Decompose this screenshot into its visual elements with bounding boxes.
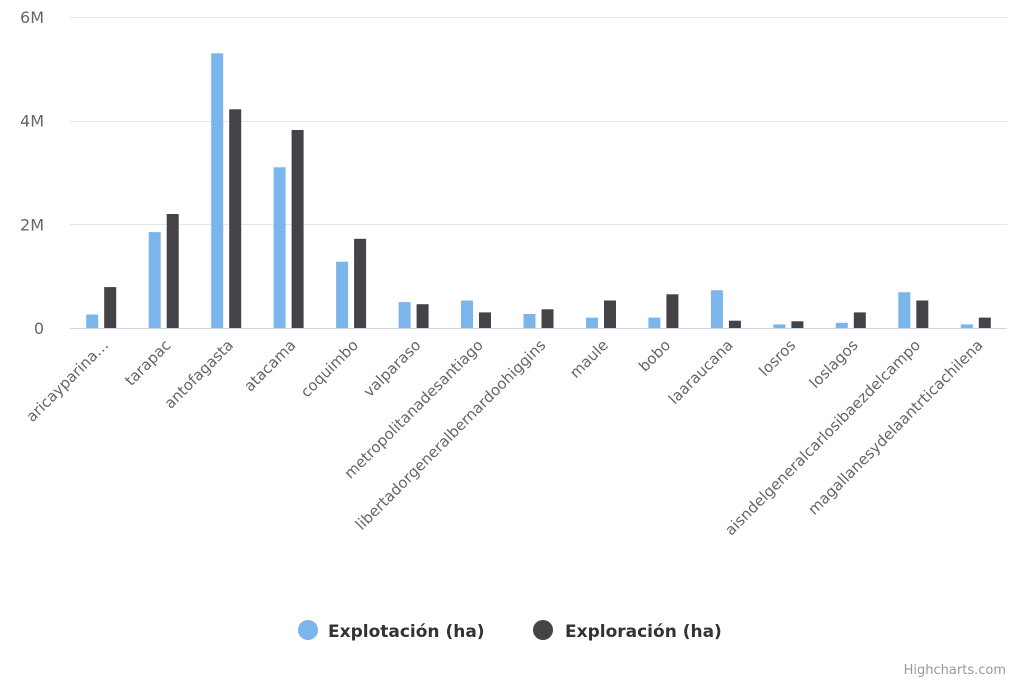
bar-exploracion-12[interactable] bbox=[853, 312, 866, 328]
bar-exploracion-0[interactable] bbox=[104, 287, 117, 328]
bar-exploracion-2[interactable] bbox=[229, 109, 242, 328]
bar-explotacion-6[interactable] bbox=[461, 300, 473, 329]
x-tick-label: valparaso bbox=[360, 336, 425, 401]
bar-exploracion-5[interactable] bbox=[416, 304, 429, 328]
bar-exploracion-8[interactable] bbox=[604, 300, 616, 329]
bar-exploracion-11[interactable] bbox=[791, 321, 804, 328]
credits-link[interactable]: Highcharts.com bbox=[904, 663, 1006, 678]
legend-label-1[interactable]: Exploración (ha) bbox=[565, 622, 722, 642]
bar-explotacion-4[interactable] bbox=[336, 261, 349, 328]
bar-exploracion-6[interactable] bbox=[479, 312, 491, 328]
x-tick-label: atacama bbox=[240, 336, 299, 395]
bar-exploracion-1[interactable] bbox=[166, 214, 179, 328]
bar-exploracion-4[interactable] bbox=[354, 238, 367, 328]
legend-marker-0[interactable] bbox=[298, 620, 318, 640]
x-tick-label: bobo bbox=[635, 336, 674, 375]
legend-label-0[interactable]: Explotación (ha) bbox=[328, 622, 485, 642]
bar-exploracion-14[interactable] bbox=[978, 317, 991, 328]
bar-explotacion-0[interactable] bbox=[86, 314, 99, 329]
bar-explotacion-9[interactable] bbox=[648, 317, 661, 328]
y-tick-label: 0 bbox=[34, 319, 44, 338]
grid-lines bbox=[70, 17, 1007, 225]
x-tick-label: coquimbo bbox=[297, 336, 362, 401]
bar-explotacion-10[interactable] bbox=[710, 290, 723, 328]
bar-explotacion-1[interactable] bbox=[148, 232, 161, 328]
legend-marker-1[interactable] bbox=[533, 620, 553, 640]
x-tick-label: aricayparina… bbox=[23, 336, 113, 426]
bar-explotacion-13[interactable] bbox=[898, 292, 911, 328]
x-tick-label: tarapac bbox=[121, 336, 174, 389]
bar-explotacion-14[interactable] bbox=[960, 324, 973, 328]
y-tick-label: 2M bbox=[20, 215, 44, 234]
bar-explotacion-7[interactable] bbox=[523, 314, 536, 328]
bar-exploracion-9[interactable] bbox=[666, 294, 679, 328]
bar-explotacion-5[interactable] bbox=[398, 302, 411, 328]
bar-exploracion-10[interactable] bbox=[728, 320, 741, 328]
bar-exploracion-7[interactable] bbox=[541, 309, 554, 328]
x-tick-label: laaraucana bbox=[665, 336, 737, 408]
x-tick-label: maule bbox=[566, 336, 612, 382]
bar-explotacion-11[interactable] bbox=[773, 324, 786, 328]
bar-explotacion-8[interactable] bbox=[586, 317, 598, 328]
y-tick-label: 4M bbox=[20, 112, 44, 131]
x-tick-label: losros bbox=[755, 336, 799, 380]
y-axis: 0 2M 4M 6M bbox=[20, 8, 44, 338]
bars bbox=[86, 53, 991, 329]
bar-exploracion-13[interactable] bbox=[916, 300, 929, 329]
bar-exploracion-3[interactable] bbox=[291, 130, 304, 328]
bar-explotacion-3[interactable] bbox=[273, 167, 286, 328]
x-tick-label: loslagos bbox=[806, 336, 862, 392]
legend: Explotación (ha) Exploración (ha) bbox=[298, 620, 722, 642]
y-tick-label: 6M bbox=[20, 8, 44, 27]
bar-explotacion-2[interactable] bbox=[211, 53, 224, 329]
bar-explotacion-12[interactable] bbox=[835, 322, 848, 328]
